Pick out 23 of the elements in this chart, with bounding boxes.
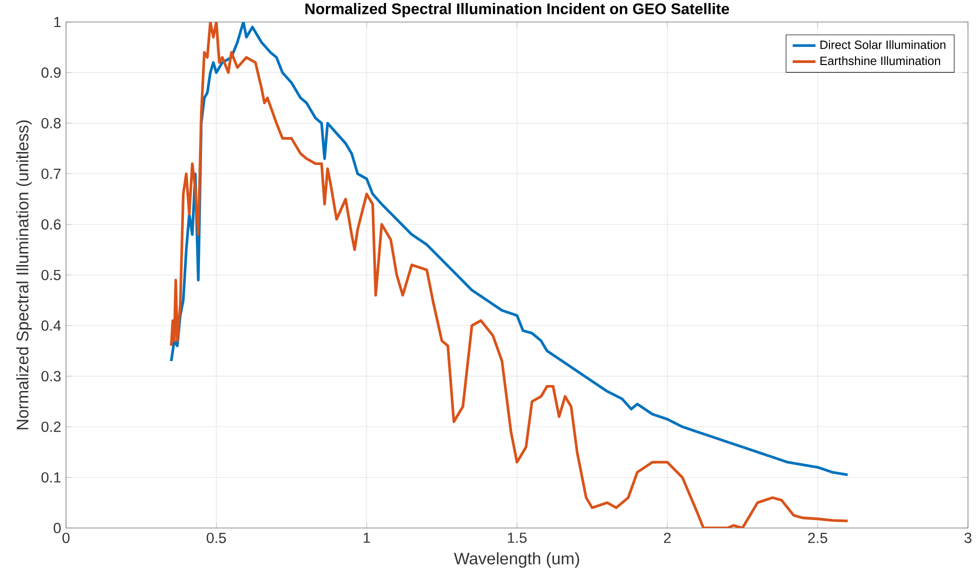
legend-label: Earthshine Illumination [820, 56, 940, 66]
x-tick-label: 2 [664, 532, 671, 543]
y-tick-label: 0.8 [41, 118, 61, 128]
y-tick-label: 0.2 [41, 422, 61, 432]
y-tick-label: 0.7 [41, 168, 61, 179]
y-axis-title: Normalized Spectral Illumination (unitless) [16, 120, 32, 430]
y-tick-label: 0 [54, 522, 61, 534]
y-tick-label: 0.4 [41, 320, 61, 331]
x-tick-label: 0 [62, 532, 70, 544]
x-tick-label: 3 [964, 532, 972, 544]
chart-title: Normalized Spectral Illumination Incident on GEO Satellite [305, 3, 730, 18]
x-axis-title: Wavelength (um) [454, 552, 580, 568]
x-tick-label: 1 [364, 532, 370, 543]
y-tick-label: 0.9 [41, 67, 61, 78]
x-tick-label: 2.5 [808, 532, 828, 544]
x-tick-label: 1.5 [508, 532, 527, 543]
y-tick-label: 0.5 [41, 270, 61, 280]
legend-label: Direct Solar Illumination [820, 40, 946, 50]
y-tick-label: 0.1 [41, 472, 61, 483]
y-tick-label: 0.6 [41, 219, 61, 230]
y-tick-label: 0.3 [41, 371, 61, 382]
y-tick-label: 1 [54, 16, 61, 28]
x-tick-label: 0.5 [206, 532, 226, 544]
